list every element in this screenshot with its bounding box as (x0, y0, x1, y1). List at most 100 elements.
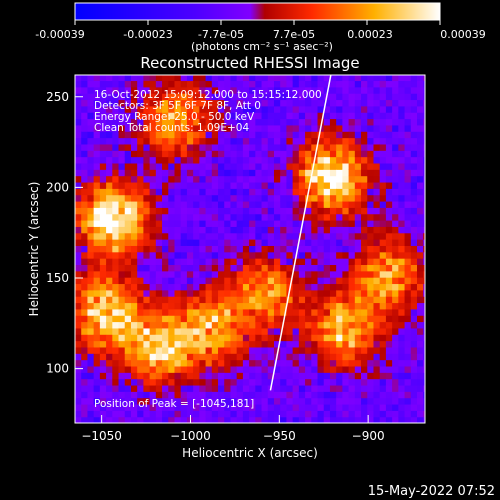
heatmap-cell (186, 384, 194, 392)
heatmap-cell (242, 340, 250, 348)
heatmap-cell (354, 384, 362, 392)
heatmap-cell (305, 283, 312, 291)
heatmap-cell (317, 277, 325, 285)
heatmap-cell (186, 239, 194, 246)
heatmap-cell (81, 397, 89, 405)
heatmap-cell (311, 232, 319, 240)
heatmap-cell (162, 245, 169, 253)
heatmap-cell (193, 99, 200, 107)
heatmap-cell (118, 169, 126, 177)
heatmap-cell (124, 207, 132, 215)
heatmap-cell (354, 245, 362, 253)
heatmap-cell (186, 194, 194, 202)
heatmap-cell (236, 143, 244, 151)
heatmap-cell (236, 264, 244, 272)
heatmap-cell (81, 86, 89, 94)
heatmap-cell (224, 340, 232, 348)
heatmap-cell (379, 384, 387, 392)
heatmap-cell (261, 239, 269, 246)
heatmap-cell (211, 86, 219, 94)
heatmap-cell (130, 207, 138, 215)
heatmap-cell (162, 365, 169, 373)
heatmap-cell (211, 118, 219, 126)
heatmap-cell (224, 308, 232, 316)
heatmap-cell (298, 251, 306, 259)
heatmap-cell (112, 296, 120, 304)
heatmap-cell (379, 86, 387, 94)
heatmap-cell (280, 397, 288, 405)
heatmap-cell (162, 321, 169, 329)
heatmap-cell (423, 334, 425, 342)
heatmap-cell (242, 80, 250, 88)
heatmap-cell (155, 118, 163, 126)
heatmap-cell (99, 194, 107, 202)
heatmap-cell (336, 302, 343, 310)
heatmap-cell (230, 213, 238, 221)
heatmap-cell (186, 131, 194, 139)
heatmap-cell (292, 308, 300, 316)
heatmap-cell (242, 156, 250, 164)
heatmap-cell (280, 124, 288, 132)
colorbar-tick-label: -0.00023 (123, 28, 172, 41)
heatmap-cell (162, 99, 169, 107)
heatmap-cell (174, 251, 182, 259)
heatmap-cell (404, 340, 412, 348)
heatmap-cell (361, 397, 368, 405)
heatmap-cell (174, 264, 182, 272)
heatmap-cell (286, 124, 294, 132)
heatmap-cell (162, 315, 169, 323)
heatmap-cell (317, 188, 325, 196)
heatmap-cell (75, 226, 82, 234)
heatmap-cell (168, 93, 176, 101)
heatmap-cell (329, 403, 337, 411)
heatmap-cell (342, 93, 350, 101)
heatmap-cell (218, 321, 225, 329)
heatmap-cell (155, 137, 163, 145)
heatmap-cell (242, 251, 250, 259)
heatmap-cell (367, 156, 375, 164)
heatmap-cell (317, 353, 325, 361)
heatmap-cell (130, 340, 138, 348)
heatmap-cell (230, 156, 238, 164)
heatmap-cell (93, 226, 101, 234)
heatmap-cell (398, 220, 406, 227)
heatmap-cell (130, 118, 138, 126)
heatmap-cell (342, 143, 350, 151)
heatmap-cell (93, 86, 101, 94)
heatmap-cell (112, 175, 120, 183)
heatmap-cell (373, 232, 381, 240)
heatmap-cell (87, 181, 95, 189)
heatmap-cell (224, 118, 232, 126)
heatmap-cell (305, 200, 312, 208)
heatmap-cell (230, 93, 238, 101)
heatmap-cell (342, 353, 350, 361)
heatmap-cell (106, 258, 113, 266)
heatmap-cell (249, 327, 256, 335)
heatmap-cell (186, 378, 194, 386)
heatmap-cell (143, 410, 151, 418)
heatmap-cell (149, 112, 157, 120)
heatmap-cell (255, 112, 263, 120)
heatmap-cell (398, 372, 406, 380)
heatmap-cell (292, 397, 300, 405)
heatmap-cell (81, 194, 89, 202)
heatmap-cell (348, 384, 356, 392)
heatmap-cell (124, 175, 132, 183)
heatmap-cell (273, 162, 281, 170)
heatmap-cell (348, 258, 356, 266)
heatmap-cell (112, 365, 120, 373)
heatmap-cell (236, 289, 244, 297)
heatmap-cell (199, 86, 207, 94)
heatmap-cell (162, 251, 169, 259)
heatmap-cell (379, 188, 387, 196)
heatmap-cell (292, 315, 300, 323)
heatmap-cell (280, 156, 288, 164)
heatmap-cell (155, 200, 163, 208)
heatmap-cell (211, 346, 219, 354)
heatmap-cell (174, 283, 182, 291)
heatmap-cell (423, 213, 425, 221)
heatmap-cell (280, 105, 288, 113)
heatmap-cell (81, 169, 89, 177)
heatmap-cell (143, 150, 151, 158)
heatmap-cell (211, 239, 219, 246)
